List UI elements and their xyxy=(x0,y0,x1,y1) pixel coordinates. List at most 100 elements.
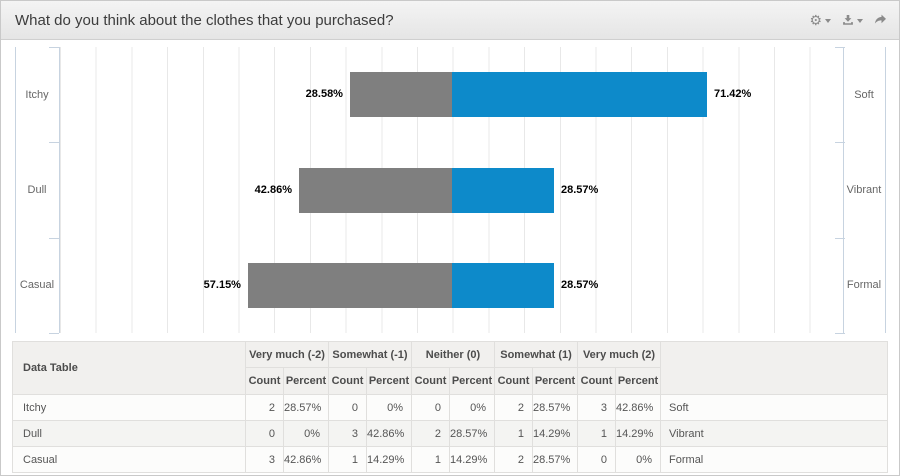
row-left-label: Casual xyxy=(12,446,246,473)
value-cell: 0% xyxy=(366,394,412,421)
left-axis-tick xyxy=(49,238,59,239)
right-category-label: Formal xyxy=(846,279,882,292)
value-cell: 14.29% xyxy=(615,420,662,447)
value-cell: 0% xyxy=(449,394,495,421)
data-table-section: Data Table Very much (-2) Somewhat (-1) Ne… xyxy=(12,341,888,473)
bar-positive[interactable] xyxy=(452,72,707,118)
value-cell: 0 xyxy=(411,394,450,421)
bar-negative-value-label: 57.15% xyxy=(203,278,241,291)
bar-negative[interactable] xyxy=(247,262,452,308)
value-cell: 42.86% xyxy=(615,394,662,421)
column-group-header: Neither (0) xyxy=(411,341,495,368)
row-left-label: Itchy xyxy=(12,394,246,421)
download-icon xyxy=(843,15,853,25)
value-cell: 2 xyxy=(245,394,284,421)
toolbar: ⚙ xyxy=(809,13,887,27)
value-cell: 0 xyxy=(328,394,367,421)
bar-negative-value-label: 42.86% xyxy=(254,183,292,196)
value-cell: 42.86% xyxy=(283,446,329,473)
column-group-header: Very much (-2) xyxy=(245,341,329,368)
value-cell: 2 xyxy=(494,394,533,421)
table-row: Dull 0 0% 3 42.86% 2 28.57% 1 14.29% 1 14.29% Vibra… xyxy=(12,420,888,447)
value-cell: 1 xyxy=(494,420,533,447)
value-cell: 0 xyxy=(577,446,617,473)
row-right-label: Vibrant xyxy=(660,420,888,447)
left-band-outer-line xyxy=(15,47,16,333)
sub-column-header: Count xyxy=(577,367,617,395)
value-cell: 28.57% xyxy=(283,394,329,421)
table-row: Itchy 2 28.57% 0 0% 0 0% 2 28.57% 3 42.86% Soft xyxy=(12,394,888,421)
value-cell: 28.57% xyxy=(531,446,579,473)
bar-negative-value-label: 28.58% xyxy=(305,88,343,101)
empty-header-cell xyxy=(660,341,888,395)
bar-positive[interactable] xyxy=(452,167,554,213)
value-cell: 3 xyxy=(577,394,617,421)
sub-column-header: Percent xyxy=(283,367,329,395)
bar-negative[interactable] xyxy=(298,167,452,213)
left-category-label: Casual xyxy=(19,279,55,292)
bar-positive-value-label: 28.57% xyxy=(560,183,599,196)
table-group-header-row: Data Table Very much (-2) Somewhat (-1) Ne… xyxy=(12,341,888,395)
sub-column-header: Percent xyxy=(531,367,579,395)
row-right-label: Soft xyxy=(660,394,888,421)
value-cell: 2 xyxy=(494,446,533,473)
left-category-label: Dull xyxy=(27,184,47,196)
table-sub-header-row: Count Percent Count Percent Count Percent Coun… xyxy=(13,367,888,395)
value-cell: 0 xyxy=(245,420,284,447)
bar-negative[interactable] xyxy=(349,72,452,118)
share-icon xyxy=(874,14,886,24)
column-group-header: Somewhat (-1) xyxy=(328,341,412,368)
right-axis-tick xyxy=(835,47,845,48)
plot-area: 28.58% 71.42% 42.86% 28.57% 57.15% 28.57% xyxy=(59,47,844,333)
value-cell: 14.29% xyxy=(531,420,579,447)
question-title: What do you think about the clothes that… xyxy=(15,11,394,29)
bar-positive-value-label: 71.42% xyxy=(713,88,752,101)
sub-column-header: Count xyxy=(494,367,533,395)
data-table: Data Table Very much (-2) Somewhat (-1) Ne… xyxy=(12,341,888,473)
sub-column-header: Percent xyxy=(449,367,495,395)
title-bar: What do you think about the clothes that… xyxy=(1,1,899,40)
right-category-label: Vibrant xyxy=(846,184,882,196)
right-band-outer-line xyxy=(885,47,886,333)
caret-down-icon xyxy=(825,19,831,23)
left-axis-tick xyxy=(49,142,59,143)
caret-down-icon xyxy=(857,19,863,23)
settings-button[interactable]: ⚙ xyxy=(809,13,831,27)
value-cell: 28.57% xyxy=(531,394,579,421)
value-cell: 28.57% xyxy=(449,420,495,447)
value-cell: 42.86% xyxy=(366,420,412,447)
value-cell: 14.29% xyxy=(366,446,412,473)
bar-positive-value-label: 28.57% xyxy=(560,278,599,291)
left-axis-tick xyxy=(49,47,59,48)
left-axis-tick xyxy=(49,333,59,334)
value-cell: 3 xyxy=(328,420,367,447)
right-category-label: Soft xyxy=(854,88,874,101)
data-table-corner-label: Data Table xyxy=(12,341,246,395)
gear-icon: ⚙ xyxy=(809,12,822,28)
value-cell: 1 xyxy=(577,420,617,447)
left-category-label: Itchy xyxy=(25,88,49,101)
row-left-label: Dull xyxy=(12,420,246,447)
share-button[interactable] xyxy=(874,14,887,26)
download-button[interactable] xyxy=(842,14,863,26)
sub-column-header: Count xyxy=(245,367,284,395)
sub-column-header: Percent xyxy=(615,367,662,395)
value-cell: 1 xyxy=(328,446,367,473)
right-axis-tick xyxy=(835,238,845,239)
right-axis-tick xyxy=(835,142,845,143)
value-cell: 14.29% xyxy=(449,446,495,473)
sub-column-header: Percent xyxy=(366,367,412,395)
table-row: Casual 3 42.86% 1 14.29% 1 14.29% 2 28.57% 0 0% For… xyxy=(12,446,888,473)
sub-column-header: Count xyxy=(328,367,367,395)
value-cell: 3 xyxy=(245,446,284,473)
value-cell: 0% xyxy=(615,446,662,473)
right-axis-tick xyxy=(835,333,845,334)
row-right-label: Formal xyxy=(660,446,888,473)
column-group-header: Very much (2) xyxy=(577,341,662,368)
value-cell: 0% xyxy=(283,420,329,447)
column-group-header: Somewhat (1) xyxy=(493,341,579,368)
bar-positive[interactable] xyxy=(452,262,554,308)
sub-column-header: Count xyxy=(411,367,450,395)
value-cell: 1 xyxy=(411,446,450,473)
